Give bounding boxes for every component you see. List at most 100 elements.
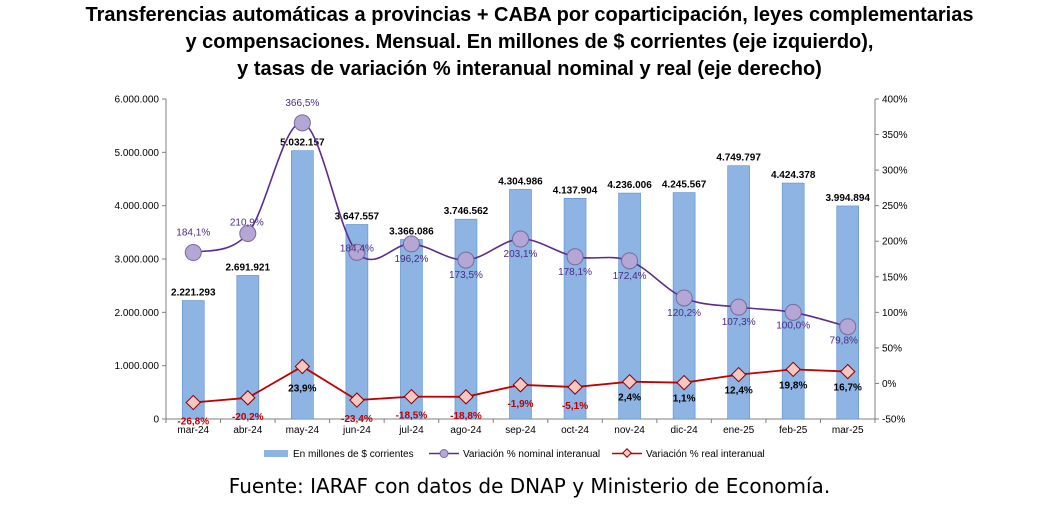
right-tick-label: 350% bbox=[882, 130, 908, 141]
bar-value-label: 4.304.986 bbox=[498, 176, 543, 187]
real-value-label: 16,7% bbox=[834, 383, 862, 394]
bar-value-label: 4.236.006 bbox=[607, 180, 652, 191]
right-tick-label: 50% bbox=[882, 343, 902, 354]
left-tick-label: 6.000.000 bbox=[115, 95, 160, 106]
real-value-label: -5,1% bbox=[562, 401, 588, 412]
nominal-point bbox=[566, 248, 584, 266]
x-tick-label: mar-24 bbox=[177, 425, 209, 436]
real-point bbox=[458, 389, 474, 405]
nominal-point bbox=[512, 230, 529, 248]
right-tick-label: 400% bbox=[882, 95, 908, 106]
nominal-value-label: 120,2% bbox=[667, 308, 701, 319]
x-tick-label: nov-24 bbox=[614, 425, 645, 436]
right-tick-label: 100% bbox=[882, 308, 908, 319]
real-point bbox=[403, 388, 420, 405]
x-tick-label: ene-25 bbox=[723, 425, 755, 436]
bar-value-label: 2.691.921 bbox=[226, 262, 271, 273]
real-point bbox=[621, 373, 638, 390]
nominal-value-label: 184,4% bbox=[340, 243, 374, 254]
real-point bbox=[240, 390, 256, 406]
bars bbox=[181, 150, 860, 420]
x-tick-label: jun-24 bbox=[342, 425, 371, 436]
x-tick-label: dic-24 bbox=[670, 425, 698, 436]
right-tick-label: -50% bbox=[882, 415, 905, 426]
nominal-point bbox=[457, 251, 475, 269]
bar-value-label: 4.245.567 bbox=[662, 180, 707, 191]
right-tick-label: 150% bbox=[882, 272, 908, 283]
x-tick-label: mar-25 bbox=[832, 425, 864, 436]
real-value-label: -18,5% bbox=[396, 411, 428, 422]
legend-real-marker bbox=[622, 448, 632, 458]
source-note: Fuente: IARAF con datos de DNAP y Minist… bbox=[228, 474, 831, 498]
left-tick-label: 1.000.000 bbox=[115, 361, 160, 372]
nominal-value-label: 107,3% bbox=[722, 317, 756, 328]
x-tick-label: jul-24 bbox=[398, 425, 424, 436]
bar-value-label: 3.994.894 bbox=[825, 193, 870, 204]
bar-value-label: 4.424.378 bbox=[771, 170, 816, 181]
nominal-value-label: 203,1% bbox=[504, 249, 538, 260]
nominal-value-label: 100,0% bbox=[776, 320, 810, 331]
legend-real-label: Variación % real interanual bbox=[646, 449, 765, 460]
bar-value-label: 3.746.562 bbox=[444, 206, 489, 217]
real-value-label: 1,1% bbox=[673, 394, 696, 405]
nominal-point bbox=[402, 235, 420, 253]
real-value-label: 2,4% bbox=[618, 393, 641, 404]
nominal-point bbox=[348, 243, 366, 261]
bar bbox=[181, 300, 205, 420]
legend-nominal-label: Variación % nominal interanual bbox=[463, 449, 600, 460]
real-point bbox=[185, 394, 202, 411]
nominal-value-label: 178,1% bbox=[558, 267, 592, 278]
bar bbox=[509, 189, 532, 420]
nominal-series: 184,1% 210,9% 366,5% 184,4% 196,2% 173,5% 203,… bbox=[176, 98, 858, 347]
nominal-point bbox=[675, 289, 693, 307]
chart-title-line-2: y compensaciones. Mensual. En millones d… bbox=[185, 31, 874, 53]
bar-value-label: 2.221.293 bbox=[171, 288, 216, 299]
nominal-point bbox=[784, 303, 802, 321]
bar-value-label: 4.137.904 bbox=[553, 185, 598, 196]
nominal-value-label: 79,8% bbox=[830, 336, 858, 347]
nominal-value-label: 173,5% bbox=[449, 270, 483, 281]
real-value-label: 12,4% bbox=[724, 386, 752, 397]
legend-nominal-marker bbox=[439, 449, 449, 458]
real-point bbox=[730, 366, 747, 383]
real-value-label: -23,4% bbox=[341, 414, 373, 425]
bar-value-label: 5.032.157 bbox=[280, 138, 325, 149]
real-value-label: -20,2% bbox=[232, 412, 264, 423]
nominal-value-label: 366,5% bbox=[285, 98, 319, 109]
legend-bar-swatch bbox=[264, 450, 288, 457]
bar bbox=[618, 192, 641, 420]
x-tick-label: sep-24 bbox=[505, 425, 536, 436]
real-point bbox=[676, 374, 692, 391]
chart-title-line-1: Transferencias automáticas a provincias … bbox=[85, 4, 974, 26]
x-tick-label: may-24 bbox=[286, 425, 320, 436]
nominal-value-label: 210,9% bbox=[230, 217, 264, 228]
right-tick-label: 250% bbox=[882, 201, 908, 212]
nominal-point bbox=[621, 252, 639, 270]
bar bbox=[836, 205, 860, 420]
real-value-label: -26,8% bbox=[177, 417, 209, 428]
left-tick-label: 5.000.000 bbox=[115, 148, 160, 159]
bar-value-label: 3.366.086 bbox=[389, 226, 434, 237]
nominal-value-label: 196,2% bbox=[394, 254, 428, 265]
bar bbox=[236, 275, 260, 420]
bar-value-label: 3.647.557 bbox=[335, 211, 380, 222]
nominal-point bbox=[239, 224, 257, 242]
right-tick-label: 0% bbox=[882, 379, 897, 390]
real-value-label: 23,9% bbox=[288, 383, 316, 394]
bar bbox=[345, 224, 369, 420]
left-tick-label: 2.000.000 bbox=[115, 308, 160, 319]
real-value-label: -1,9% bbox=[507, 399, 533, 410]
x-tick-label: ago-24 bbox=[450, 425, 482, 436]
chart-title-line-3: y tasas de variación % interanual nomina… bbox=[237, 58, 822, 80]
left-tick-label: 0 bbox=[153, 415, 159, 426]
bar bbox=[727, 165, 750, 420]
real-point bbox=[512, 377, 529, 393]
nominal-point bbox=[839, 318, 857, 336]
left-tick-label: 3.000.000 bbox=[115, 255, 160, 266]
nominal-value-label: 172,4% bbox=[613, 271, 647, 282]
nominal-point bbox=[293, 114, 311, 132]
real-value-label: -18,8% bbox=[450, 411, 482, 422]
real-point bbox=[785, 361, 801, 378]
bar bbox=[291, 150, 314, 420]
